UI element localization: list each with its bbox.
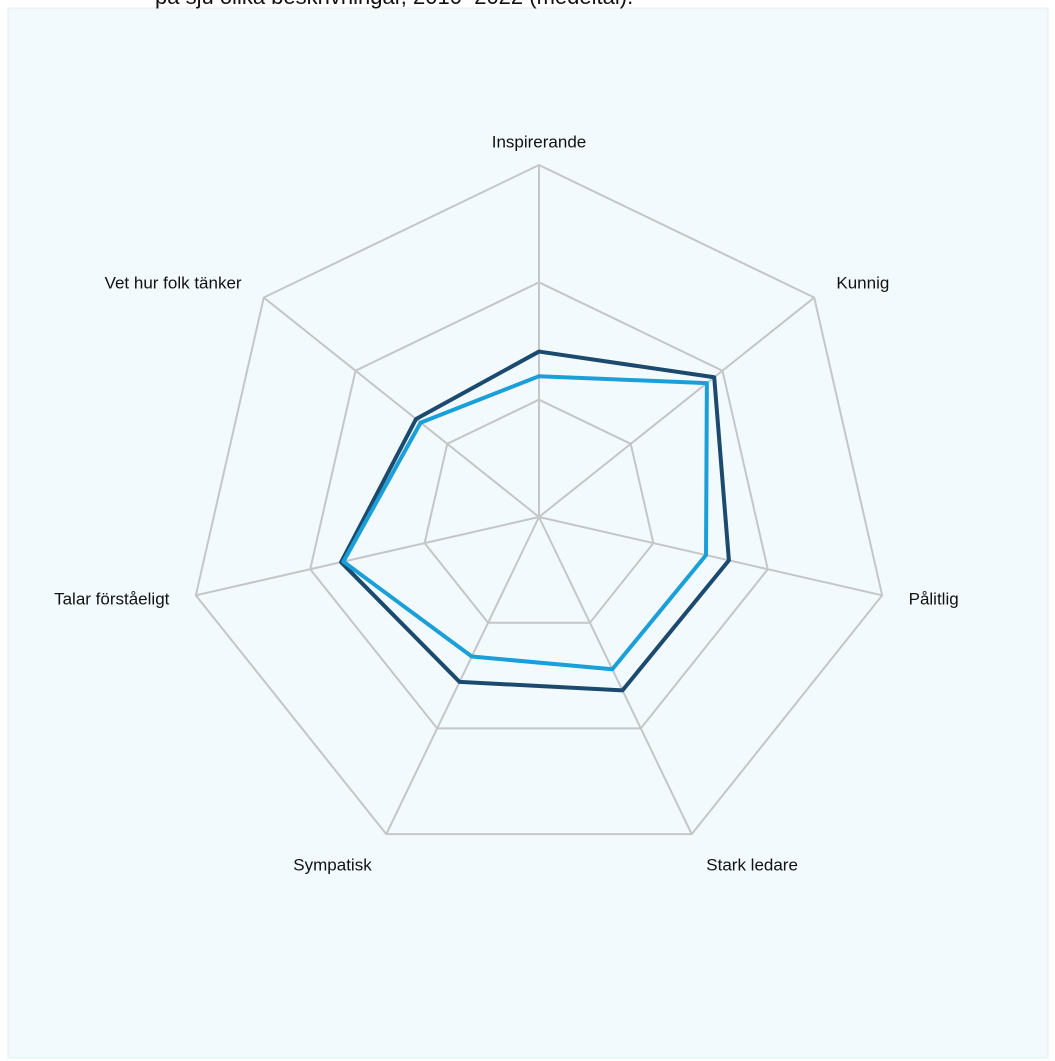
spoke [538, 516, 883, 597]
series-line [341, 374, 709, 672]
axis-label: Kunnig [836, 273, 889, 292]
spoke [538, 296, 815, 518]
series-line [339, 349, 731, 693]
grid-ring [423, 398, 655, 624]
axis-label: Stark ledare [706, 855, 798, 874]
axis-label: Inspirerande [492, 132, 587, 151]
axis-label: Pålitlig [909, 590, 959, 609]
axis-label: Vet hur folk tänker [105, 273, 242, 292]
spoke [538, 516, 693, 835]
chart-title: på sju olika beskrivningar, 2010–2022 (m… [155, 0, 633, 9]
spoke [263, 296, 540, 518]
axis-label: Talar förståeligt [54, 590, 170, 609]
axis-label: Sympatisk [293, 855, 372, 874]
spoke [195, 516, 540, 597]
plot-background [7, 7, 1049, 1059]
grid-ring [309, 281, 769, 730]
spoke [385, 516, 540, 835]
grid-ring [194, 163, 884, 836]
